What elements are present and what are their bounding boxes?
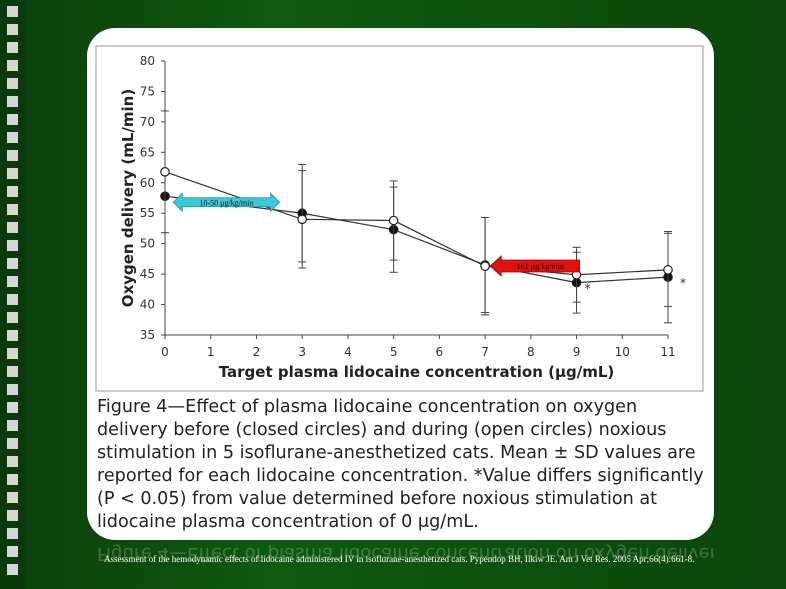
strip-square xyxy=(7,114,18,125)
strip-square xyxy=(7,78,18,89)
strip-square xyxy=(7,24,18,35)
high-dose-arrow xyxy=(489,255,580,277)
y-tick-label: 35 xyxy=(140,328,155,342)
strip-square xyxy=(7,438,18,449)
strip-square xyxy=(7,528,18,539)
y-tick-label: 50 xyxy=(140,237,155,251)
strip-square xyxy=(7,168,18,179)
y-tick-label: 45 xyxy=(140,267,155,281)
x-tick-label: 3 xyxy=(298,345,306,359)
x-tick-label: 8 xyxy=(527,345,535,359)
strip-square xyxy=(7,456,18,467)
dose-range-double-arrow xyxy=(172,192,281,213)
strip-square xyxy=(7,240,18,251)
strip-square xyxy=(7,6,18,17)
x-tick-label: 4 xyxy=(344,345,352,359)
strip-square xyxy=(7,222,18,233)
strip-square xyxy=(7,474,18,485)
strip-square xyxy=(7,510,18,521)
caption-reflection: Figure 4—Effect of plasma lidocaine conc… xyxy=(87,542,714,589)
open-circle-point xyxy=(480,261,490,271)
strip-square xyxy=(7,60,18,71)
y-tick-label: 75 xyxy=(140,84,155,98)
strip-square xyxy=(7,348,18,359)
series-line xyxy=(164,171,669,276)
x-tick-label: 2 xyxy=(253,345,261,359)
y-tick-label: 70 xyxy=(140,115,155,129)
citation-text: Assessment of the hemodynamic effects of… xyxy=(104,554,695,564)
strip-square xyxy=(7,402,18,413)
x-tick-label: 9 xyxy=(573,345,581,359)
significance-asterisk: * xyxy=(585,282,591,296)
strip-square xyxy=(7,96,18,107)
strip-square xyxy=(7,294,18,305)
strip-square xyxy=(7,564,18,575)
x-tick-label: 6 xyxy=(436,345,444,359)
significance-asterisk: * xyxy=(680,276,686,290)
y-tick-label: 65 xyxy=(140,145,155,159)
y-tick-label: 40 xyxy=(140,298,155,312)
strip-square xyxy=(7,132,18,143)
x-tick-label: 0 xyxy=(161,345,169,359)
y-tick-label: 60 xyxy=(140,176,155,190)
y-axis-label: Oxygen delivery (mL/min) xyxy=(119,89,137,307)
strip-square xyxy=(7,330,18,341)
strip-square xyxy=(7,366,18,377)
open-circle-point xyxy=(388,215,399,226)
high-dose-label: 161 μg/kg/min xyxy=(517,262,564,271)
x-tick-label: 5 xyxy=(390,345,398,359)
decorative-square-strip xyxy=(0,0,26,589)
strip-square xyxy=(7,276,18,287)
plot-frame xyxy=(95,45,704,392)
x-axis-label: Target plasma lidocaine concentration (μ… xyxy=(219,363,615,381)
strip-square xyxy=(7,384,18,395)
strip-square xyxy=(7,420,18,431)
strip-square xyxy=(7,312,18,323)
y-tick-label: 55 xyxy=(140,206,155,220)
open-circle-point xyxy=(297,214,307,225)
x-tick-label: 11 xyxy=(660,345,675,359)
strip-square xyxy=(7,150,18,161)
open-circle-point xyxy=(160,167,170,177)
open-circle-point xyxy=(663,265,673,275)
x-tick-label: 10 xyxy=(615,345,630,359)
figure-card xyxy=(87,28,714,540)
series-line xyxy=(164,195,669,284)
dose-range-label: 10-50 μg/kg/min xyxy=(200,198,254,207)
strip-square xyxy=(7,186,18,197)
figure-caption: Figure 4—Effect of plasma lidocaine conc… xyxy=(97,397,704,532)
x-tick-label: 7 xyxy=(481,345,489,359)
strip-square xyxy=(7,492,18,503)
strip-square xyxy=(7,258,18,269)
strip-square xyxy=(7,42,18,53)
y-tick-label: 80 xyxy=(140,54,155,68)
x-tick-label: 1 xyxy=(207,345,215,359)
strip-square xyxy=(7,204,18,215)
strip-square xyxy=(7,546,18,557)
